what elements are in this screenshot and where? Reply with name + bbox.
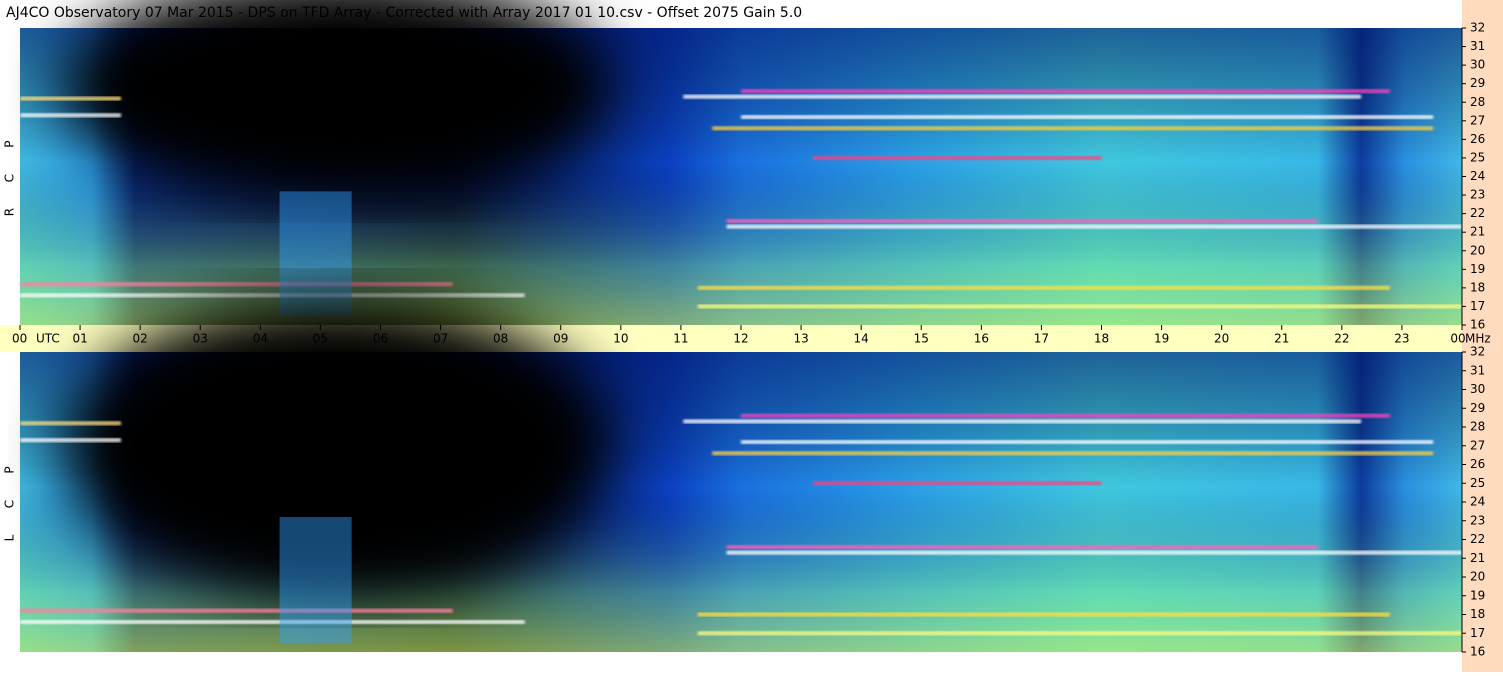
- frequency-tick-label: 31: [1470, 363, 1485, 377]
- time-tick-label: 04: [253, 332, 268, 346]
- frequency-tick-label: 16: [1470, 318, 1485, 332]
- frequency-tick-label: 23: [1470, 513, 1485, 527]
- time-tick-label: 16: [974, 332, 989, 346]
- band: [712, 451, 1434, 456]
- frequency-tick-label: 28: [1470, 95, 1485, 109]
- time-tick-label: 14: [854, 332, 869, 346]
- time-tick-label: 00: [1450, 332, 1465, 346]
- frequency-tick-label: 23: [1470, 188, 1485, 202]
- band: [20, 96, 121, 101]
- band: [741, 89, 1390, 94]
- frequency-tick-label: 21: [1470, 225, 1485, 239]
- band: [683, 419, 1362, 424]
- frequency-tick-label: 26: [1470, 457, 1485, 471]
- band: [697, 612, 1390, 617]
- time-tick-label: 02: [133, 332, 148, 346]
- time-tick-label: 23: [1394, 332, 1409, 346]
- frequency-tick-label: 20: [1470, 243, 1485, 257]
- band: [726, 224, 1462, 229]
- band: [683, 94, 1362, 99]
- time-tick-label: 11: [673, 332, 688, 346]
- frequency-tick-label: 30: [1470, 382, 1485, 396]
- frequency-strip: [1462, 0, 1503, 672]
- frequency-tick-label: 26: [1470, 132, 1485, 146]
- band: [697, 631, 1462, 636]
- frequency-tick-label: 22: [1470, 206, 1485, 220]
- frequency-tick-label: 24: [1470, 495, 1485, 509]
- time-tick-label: 06: [373, 332, 388, 346]
- frequency-tick-label: 21: [1470, 551, 1485, 565]
- time-tick-label: 08: [493, 332, 508, 346]
- band: [741, 440, 1434, 444]
- time-tick-label: 01: [72, 332, 87, 346]
- frequency-tick-label: 19: [1470, 588, 1485, 602]
- time-tick-label: 21: [1274, 332, 1289, 346]
- frequency-tick-label: 28: [1470, 420, 1485, 434]
- time-tick-label: 13: [793, 332, 808, 346]
- frequency-tick-label: 22: [1470, 532, 1485, 546]
- time-tick-label: 18: [1094, 332, 1109, 346]
- frequency-tick-label: 25: [1470, 150, 1485, 164]
- frequency-tick-label: 27: [1470, 113, 1485, 127]
- band: [712, 126, 1434, 131]
- frequency-tick-label: 29: [1470, 76, 1485, 90]
- panel-label: R: [3, 208, 17, 216]
- frequency-tick-label: 24: [1470, 169, 1485, 183]
- panel-label: P: [3, 466, 17, 473]
- frequency-tick-label: 16: [1470, 645, 1485, 659]
- time-tick-label: 10: [613, 332, 628, 346]
- time-tick-label: 05: [313, 332, 328, 346]
- time-tick-label: 19: [1154, 332, 1169, 346]
- frequency-tick-label: 17: [1470, 299, 1485, 313]
- utc-label: UTC: [36, 332, 60, 346]
- time-tick-label: 15: [914, 332, 929, 346]
- time-tick-label: 07: [433, 332, 448, 346]
- band: [20, 608, 453, 613]
- panel-label: P: [3, 141, 17, 148]
- band: [741, 115, 1434, 120]
- band: [279, 191, 352, 317]
- frequency-tick-label: 18: [1470, 280, 1485, 294]
- band: [741, 413, 1390, 418]
- band: [726, 545, 1318, 549]
- time-tick-label: 17: [1034, 332, 1049, 346]
- unit-label: MHz: [1465, 332, 1491, 346]
- panel-label: L: [3, 534, 17, 541]
- band: [813, 481, 1102, 486]
- frequency-tick-label: 31: [1470, 39, 1485, 53]
- band: [726, 550, 1462, 555]
- time-tick-label: 03: [193, 332, 208, 346]
- band: [20, 438, 121, 443]
- frequency-tick-label: 32: [1470, 21, 1485, 35]
- time-tick-label: 22: [1334, 332, 1349, 346]
- band: [697, 304, 1462, 309]
- frequency-tick-label: 30: [1470, 58, 1485, 72]
- time-tick-label: 00: [12, 332, 27, 346]
- dark-region: [63, 0, 612, 201]
- band: [20, 282, 453, 287]
- band: [279, 517, 352, 643]
- frequency-tick-label: 19: [1470, 262, 1485, 276]
- band: [697, 285, 1390, 290]
- frequency-tick-label: 29: [1470, 401, 1485, 415]
- frequency-tick-label: 32: [1470, 345, 1485, 359]
- frequency-tick-label: 18: [1470, 607, 1485, 621]
- band: [20, 421, 121, 426]
- time-tick-label: 09: [553, 332, 568, 346]
- panel-label: C: [3, 500, 17, 508]
- frequency-tick-label: 25: [1470, 476, 1485, 490]
- dark-region: [63, 298, 612, 598]
- frequency-tick-label: 20: [1470, 570, 1485, 584]
- band: [726, 219, 1318, 224]
- band: [813, 155, 1102, 160]
- frequency-tick-label: 27: [1470, 438, 1485, 452]
- panel-label: C: [3, 174, 17, 182]
- frequency-tick-label: 17: [1470, 626, 1485, 640]
- time-tick-label: 12: [733, 332, 748, 346]
- band: [20, 620, 525, 624]
- time-tick-label: 20: [1214, 332, 1229, 346]
- band: [20, 293, 525, 298]
- band: [20, 113, 121, 118]
